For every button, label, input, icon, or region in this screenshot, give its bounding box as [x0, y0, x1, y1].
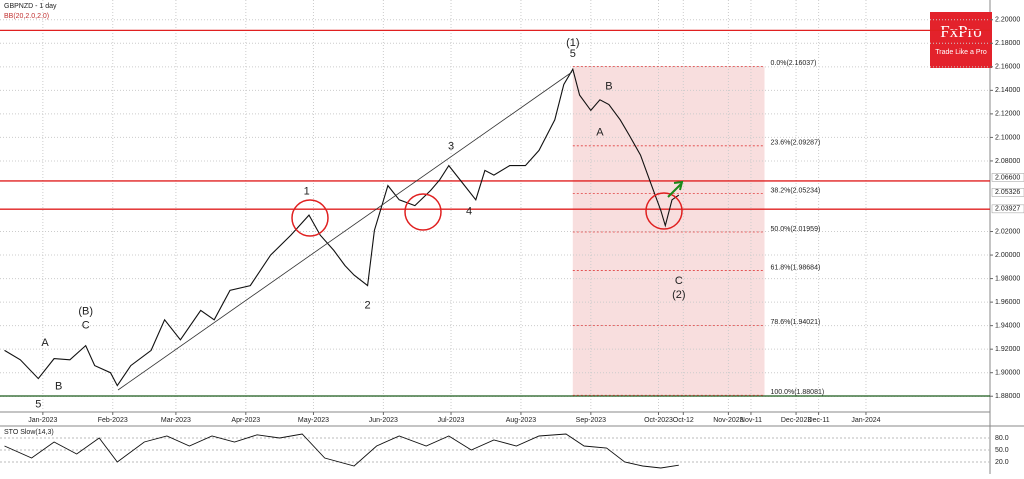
highlight-circle	[645, 192, 683, 230]
wave-label: B	[605, 81, 612, 93]
price-tag	[991, 188, 1024, 197]
y-tick-label: 2.16000	[995, 64, 1020, 71]
price-tag	[991, 173, 1024, 182]
x-tick-label: Dec-2023	[781, 417, 811, 424]
highlight-circle	[404, 193, 442, 231]
wave-label: 3	[448, 141, 454, 153]
y-tick-label: 1.90000	[995, 370, 1020, 377]
wave-label: (2)	[672, 289, 685, 301]
x-tick-label: Jun-2023	[369, 417, 398, 424]
x-tick-label: Nov-11	[740, 417, 762, 424]
wave-label: 1	[304, 185, 310, 197]
x-tick-label: May-2023	[298, 417, 329, 424]
wave-label: C	[675, 275, 683, 287]
x-tick-label: Jan-2023	[28, 417, 57, 424]
price-tag-label: 2.05326	[995, 189, 1020, 196]
oscillator-label: STO Slow(14,3)	[4, 429, 54, 436]
drawings	[117, 71, 684, 391]
wave-label: A	[596, 127, 604, 139]
y-tick-label: 1.92000	[995, 346, 1020, 353]
logo-name: FxPro	[940, 22, 982, 41]
chart-title: GBPNZD - 1 day	[4, 3, 57, 10]
arrow	[667, 180, 684, 198]
x-tick-label: Dec-11	[808, 417, 830, 424]
wave-label: 4	[466, 205, 472, 217]
x-tick-label: Aug-2023	[506, 417, 536, 424]
y-tick-label: 2.10000	[995, 134, 1020, 141]
x-tick-label: Jul-2023	[438, 417, 465, 424]
oscillator-line	[4, 433, 679, 469]
wave-label: B	[55, 381, 62, 393]
fib-label: 23.6%(2.09287)	[770, 140, 820, 147]
y-tick-label: 2.20000	[995, 17, 1020, 24]
logo-box	[930, 12, 992, 68]
highlight-circle	[291, 199, 329, 237]
x-tick-label: Jan-2024	[851, 417, 880, 424]
y-tick-label: 1.98000	[995, 275, 1020, 282]
trend-line	[117, 71, 573, 391]
osc-tick-label: 20.0	[995, 459, 1009, 466]
wave-label: 5	[570, 48, 576, 60]
x-tick-label: Oct-2023	[644, 417, 673, 424]
x-tick-label: Oct-12	[673, 417, 694, 424]
y-tick-label: 2.12000	[995, 111, 1020, 118]
price-line	[4, 67, 680, 387]
x-tick-label: Sep-2023	[576, 417, 606, 424]
x-tick-label: Nov-2023	[713, 417, 743, 424]
y-tick-label: 2.08000	[995, 158, 1020, 165]
fib-label: 78.6%(1.94021)	[770, 319, 820, 326]
fib-label: 61.8%(1.98684)	[770, 264, 820, 271]
wave-label: (B)	[78, 305, 93, 317]
fib-label: 50.0%(2.01959)	[770, 226, 820, 233]
x-tick-label: Mar-2023	[161, 417, 191, 424]
y-tick-label: 1.88000	[995, 393, 1020, 400]
fib-label: 38.2%(2.05234)	[770, 187, 820, 194]
fib-label: 100.0%(1.88081)	[770, 389, 824, 396]
wave-label: C	[82, 320, 90, 332]
y-tick-label: 2.18000	[995, 40, 1020, 47]
logo: FxPro Trade Like a Pro	[930, 12, 992, 68]
wave-label: 2	[365, 300, 371, 312]
y-tick-label: 2.14000	[995, 87, 1020, 94]
indicator-label: BB(20,2.0,2.0)	[4, 13, 49, 20]
y-tick-label: 1.94000	[995, 322, 1020, 329]
y-tick-label: 2.00000	[995, 252, 1020, 259]
price-tag-label: 2.06600	[995, 174, 1020, 181]
fib-zone	[572, 66, 765, 396]
y-tick-label: 2.02000	[995, 228, 1020, 235]
wave-label: 5	[35, 398, 41, 410]
osc-tick-label: 50.0	[995, 447, 1009, 454]
osc-tick-label: 80.0	[995, 435, 1009, 442]
price-tag-label: 2.03927	[995, 206, 1020, 213]
x-tick-label: Feb-2023	[98, 417, 128, 424]
price-tag	[991, 204, 1024, 214]
wave-label: (1)	[566, 37, 579, 49]
logo-tagline: Trade Like a Pro	[935, 49, 987, 56]
fib-label: 0.0%(2.16037)	[770, 60, 816, 67]
x-tick-label: Apr-2023	[231, 417, 260, 424]
y-tick-label: 1.96000	[995, 299, 1020, 306]
wave-label: A	[41, 337, 49, 349]
